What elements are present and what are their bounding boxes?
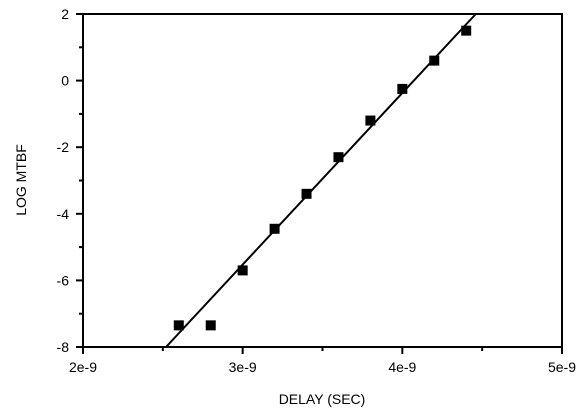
y-axis-title: LOG MTBF bbox=[13, 144, 29, 216]
data-point bbox=[173, 320, 184, 331]
data-point bbox=[333, 152, 344, 163]
x-tick-label: 2e-9 bbox=[69, 359, 97, 375]
x-tick-label: 3e-9 bbox=[229, 359, 257, 375]
data-point bbox=[461, 25, 472, 36]
data-point bbox=[365, 115, 376, 126]
x-tick-label: 5e-9 bbox=[548, 359, 576, 375]
y-axis-ticks: 2 0 -2 -4 -6 -8 bbox=[57, 6, 83, 355]
data-point bbox=[269, 223, 280, 234]
data-point bbox=[237, 265, 248, 276]
y-tick-label: 0 bbox=[61, 73, 69, 89]
y-tick-label: -8 bbox=[57, 339, 70, 355]
x-axis-ticks: 2e-9 3e-9 4e-9 5e-9 bbox=[69, 347, 576, 375]
fit-line bbox=[165, 13, 477, 348]
data-point bbox=[205, 320, 216, 331]
plot-frame bbox=[82, 13, 563, 348]
y-tick-label: -6 bbox=[57, 272, 70, 288]
data-point bbox=[429, 55, 440, 66]
y-tick-label: -4 bbox=[57, 206, 70, 222]
data-point bbox=[301, 188, 312, 199]
data-point bbox=[397, 83, 408, 94]
x-axis-title: DELAY (SEC) bbox=[279, 391, 366, 407]
y-tick-label: 2 bbox=[61, 6, 69, 22]
data-points bbox=[173, 25, 472, 331]
x-tick-label: 4e-9 bbox=[388, 359, 416, 375]
y-tick-label: -2 bbox=[57, 139, 70, 155]
